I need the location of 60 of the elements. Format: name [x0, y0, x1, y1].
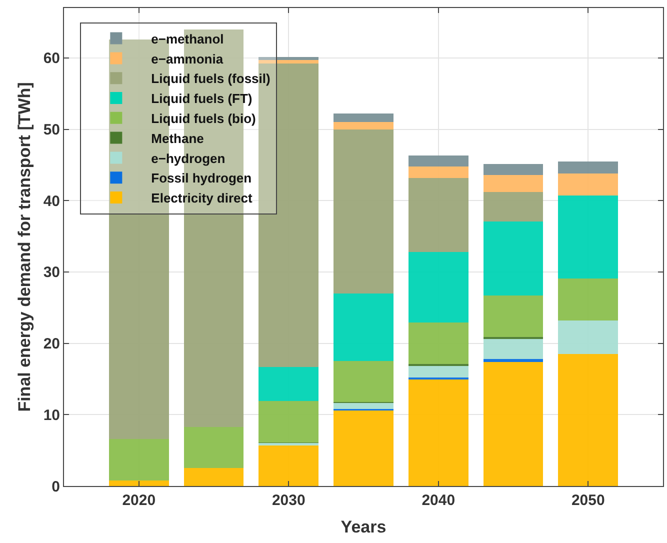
bar	[258, 60, 319, 64]
y-tick-label: 50	[43, 122, 60, 139]
x-tick-label: 2020	[122, 492, 156, 509]
bar	[558, 320, 618, 354]
bar	[408, 156, 468, 166]
bar	[408, 380, 468, 486]
bar	[408, 166, 468, 178]
legend-label: Electricity direct	[151, 190, 253, 206]
bar	[258, 57, 319, 60]
bar	[184, 468, 244, 486]
bar	[334, 122, 394, 130]
bar	[483, 336, 544, 340]
x-tick-label: 2050	[571, 492, 605, 509]
x-tick-label: 2030	[272, 492, 306, 509]
legend-label: Methane	[151, 130, 204, 146]
legend-label: Liquid fuels (FT)	[151, 91, 252, 106]
bar	[334, 410, 394, 486]
legend-label: e−methanol	[151, 31, 224, 46]
bar	[558, 354, 618, 486]
y-tick-label: 30	[43, 264, 60, 282]
legend-label: Liquid fuels (bio)	[151, 110, 256, 126]
legend-label: e−hydrogen	[151, 150, 226, 166]
bar	[483, 362, 544, 486]
bar	[408, 322, 468, 364]
bar	[483, 221, 544, 296]
bar	[483, 174, 544, 192]
bar	[334, 293, 394, 362]
legend-label: Liquid fuels (fossil)	[151, 71, 270, 86]
bar	[408, 178, 468, 252]
bar	[483, 339, 544, 360]
y-tick-label: 60	[43, 50, 60, 68]
x-tick-label: 2040	[422, 492, 456, 509]
bar	[258, 401, 319, 442]
bar	[258, 445, 319, 486]
bar	[334, 403, 394, 409]
bar	[408, 366, 468, 378]
y-tick-label: 40	[43, 192, 60, 210]
y-tick-label: 20	[43, 336, 60, 353]
bar	[108, 438, 169, 480]
bar	[483, 296, 544, 337]
bar	[334, 361, 394, 402]
bar	[483, 164, 544, 175]
bar	[558, 196, 618, 278]
bar	[408, 252, 468, 323]
bar	[558, 174, 618, 196]
bar	[108, 480, 169, 486]
bar	[184, 426, 244, 468]
bar	[258, 366, 319, 402]
bar	[334, 114, 394, 122]
y-axis-title: Final energy demand for transport [TWh]	[14, 82, 34, 412]
bar	[483, 192, 544, 222]
legend-label: e−ammonia	[151, 51, 224, 66]
legend-label: Fossil hydrogen	[151, 170, 252, 186]
y-tick-label: 10	[43, 406, 60, 424]
bar	[558, 161, 618, 174]
y-tick-label: 0	[52, 478, 60, 496]
bar	[483, 359, 544, 362]
x-axis-title: Years	[340, 517, 386, 536]
bar	[334, 129, 394, 294]
bar	[558, 278, 618, 320]
